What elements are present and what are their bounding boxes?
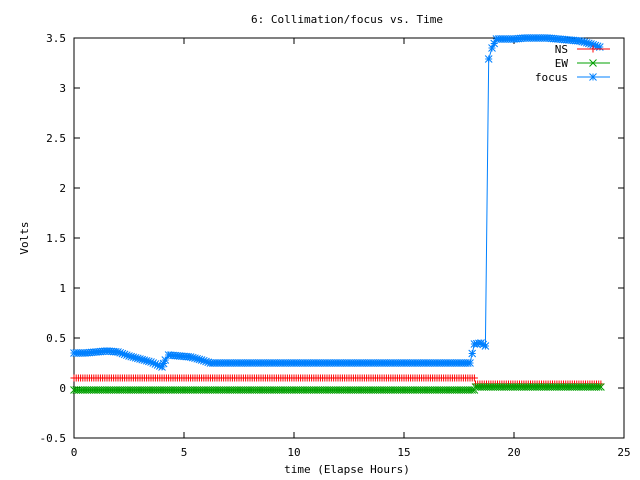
- data-point: [484, 55, 493, 63]
- y-tick-label: 3.5: [46, 32, 66, 45]
- x-axis-label: time (Elapse Hours): [284, 463, 410, 476]
- chart-title: 6: Collimation/focus vs. Time: [251, 13, 443, 26]
- x-tick-label: 10: [287, 446, 300, 459]
- y-axis-label: Volts: [18, 221, 31, 254]
- legend-label: EW: [555, 57, 569, 70]
- y-tick-label: 0.5: [46, 332, 66, 345]
- data-point: [597, 383, 605, 391]
- series-focus: [70, 34, 604, 371]
- x-tick-label: 0: [71, 446, 78, 459]
- x-tick-label: 25: [617, 446, 630, 459]
- y-tick-label: 0: [59, 382, 66, 395]
- data-point: [468, 349, 477, 358]
- y-tick-label: 2: [59, 182, 66, 195]
- data-point: [470, 374, 478, 382]
- legend-marker: [589, 73, 597, 81]
- data-point: [466, 359, 474, 367]
- series-ew: [70, 383, 605, 394]
- legend-label: NS: [555, 43, 568, 56]
- legend-marker: [589, 45, 597, 53]
- y-tick-label: 3: [59, 82, 66, 95]
- y-tick-label: 1: [59, 282, 66, 295]
- legend-marker: [589, 59, 597, 67]
- y-tick-label: 2.5: [46, 132, 66, 145]
- data-point: [481, 342, 490, 350]
- series-line: [74, 37, 600, 368]
- data-point: [594, 383, 603, 391]
- y-tick-label: 1.5: [46, 232, 66, 245]
- legend-label: focus: [535, 71, 568, 84]
- y-tick-label: -0.5: [40, 432, 67, 445]
- x-tick-label: 5: [181, 446, 188, 459]
- x-tick-label: 15: [397, 446, 410, 459]
- x-tick-label: 20: [507, 446, 520, 459]
